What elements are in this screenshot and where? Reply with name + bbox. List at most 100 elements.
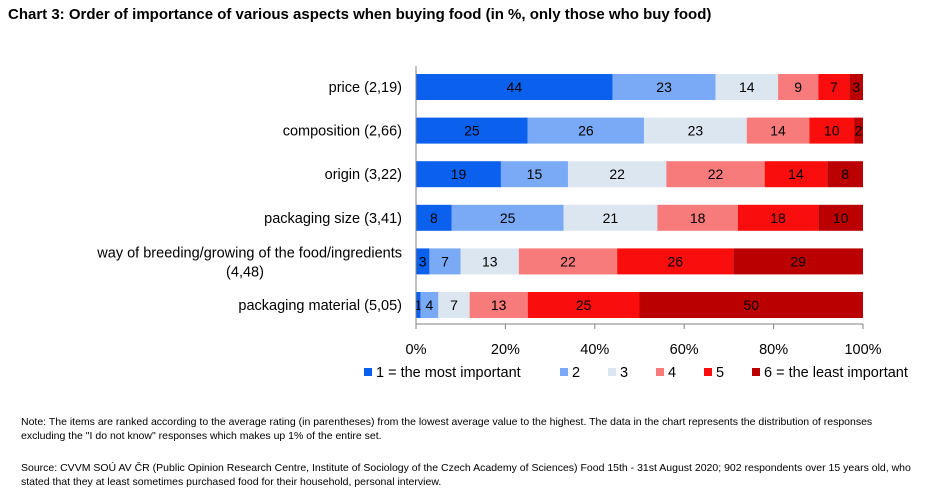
data-label: 14 bbox=[770, 123, 786, 139]
legend-swatch bbox=[656, 368, 664, 376]
data-label: 1 bbox=[414, 297, 422, 313]
bar-segment bbox=[737, 204, 819, 231]
x-tick-label: 60% bbox=[670, 342, 699, 358]
data-label: 22 bbox=[609, 166, 625, 182]
data-label: 7 bbox=[830, 79, 838, 95]
data-label: 14 bbox=[739, 79, 755, 95]
bar-segment bbox=[567, 161, 667, 188]
legend-swatch bbox=[364, 368, 372, 376]
data-label: 13 bbox=[482, 253, 498, 269]
data-label: 23 bbox=[656, 79, 672, 95]
legend-label: 3 bbox=[620, 365, 628, 381]
bar-segment bbox=[460, 248, 519, 275]
data-label: 3 bbox=[419, 253, 427, 269]
bar-segment bbox=[420, 292, 439, 318]
category-label: origin (3,22) bbox=[325, 167, 402, 183]
legend-label: 6 = the least important bbox=[764, 365, 908, 381]
data-label: 10 bbox=[833, 210, 849, 226]
data-label: 26 bbox=[578, 123, 594, 139]
data-label: 25 bbox=[464, 123, 480, 139]
bar-segment bbox=[733, 248, 863, 275]
data-label: 2 bbox=[855, 123, 863, 139]
data-label: 18 bbox=[690, 210, 706, 226]
category-label: composition (2,66) bbox=[283, 124, 402, 140]
data-label: 7 bbox=[450, 297, 458, 313]
bar-segment bbox=[416, 117, 528, 144]
bar-segment bbox=[438, 292, 470, 318]
x-tick-label: 0% bbox=[406, 342, 427, 358]
data-label: 29 bbox=[790, 253, 806, 269]
chart-title: Chart 3: Order of importance of various … bbox=[8, 6, 712, 23]
category-label: packaging material (5,05) bbox=[238, 298, 402, 314]
legend-label: 2 bbox=[572, 365, 580, 381]
data-label: 25 bbox=[576, 297, 592, 313]
data-label: 44 bbox=[507, 79, 523, 95]
bar-segment bbox=[563, 204, 658, 231]
data-label: 10 bbox=[824, 123, 840, 139]
bar-segment bbox=[527, 292, 640, 318]
category-label: price (2,19) bbox=[329, 80, 402, 96]
legend-label: 5 bbox=[716, 365, 724, 381]
legend-swatch bbox=[752, 368, 760, 376]
bar-segment bbox=[416, 161, 501, 188]
data-label: 21 bbox=[603, 210, 619, 226]
bar-segment bbox=[666, 161, 765, 188]
x-tick-label: 80% bbox=[759, 342, 788, 358]
x-tick-label: 20% bbox=[491, 342, 520, 358]
legend-label: 1 = the most important bbox=[376, 365, 521, 381]
data-label: 3 bbox=[852, 79, 860, 95]
bar-segment bbox=[617, 248, 734, 275]
bar-segment bbox=[469, 292, 528, 318]
bar-segment bbox=[518, 248, 618, 275]
chart-note: Note: The items are ranked according to … bbox=[21, 416, 873, 442]
bar-segment bbox=[818, 74, 850, 100]
bar-segment bbox=[643, 117, 747, 144]
data-label: 14 bbox=[788, 166, 804, 182]
bar-segment bbox=[657, 204, 738, 231]
data-label: 7 bbox=[441, 253, 449, 269]
data-label: 25 bbox=[500, 210, 516, 226]
data-label: 19 bbox=[451, 166, 467, 182]
data-label: 4 bbox=[426, 297, 434, 313]
legend-swatch bbox=[704, 368, 712, 376]
data-label: 8 bbox=[841, 166, 849, 182]
legend-swatch bbox=[608, 368, 616, 376]
bar-segment bbox=[429, 248, 461, 275]
bar-segment bbox=[849, 74, 863, 100]
category-label: packaging size (3,41) bbox=[264, 211, 402, 227]
data-label: 18 bbox=[770, 210, 786, 226]
bar-segment bbox=[612, 74, 716, 100]
bar-segment bbox=[809, 117, 855, 144]
bar-segment bbox=[764, 161, 828, 188]
bar-segment bbox=[818, 204, 863, 231]
data-label: 22 bbox=[560, 253, 576, 269]
data-label: 9 bbox=[794, 79, 802, 95]
bar-segment bbox=[715, 74, 779, 100]
bar-segment bbox=[854, 117, 863, 144]
bar-segment bbox=[500, 161, 568, 188]
bar-segment bbox=[746, 117, 810, 144]
bar-segment bbox=[827, 161, 863, 188]
bar-segment bbox=[451, 204, 564, 231]
bar-segment bbox=[416, 74, 613, 100]
bar-segment bbox=[416, 204, 452, 231]
data-label: 22 bbox=[708, 166, 724, 182]
data-label: 15 bbox=[527, 166, 543, 182]
bar-segment bbox=[527, 117, 644, 144]
x-tick-label: 100% bbox=[844, 342, 881, 358]
x-tick-label: 40% bbox=[580, 342, 609, 358]
bar-segment bbox=[639, 292, 863, 318]
data-label: 50 bbox=[743, 297, 759, 313]
bar-segment bbox=[416, 292, 421, 318]
data-label: 26 bbox=[667, 253, 683, 269]
legend-label: 4 bbox=[668, 365, 676, 381]
data-label: 13 bbox=[491, 297, 507, 313]
bar-segment bbox=[416, 248, 430, 275]
bar-segment bbox=[778, 74, 819, 100]
category-label: way of breeding/growing of the food/ingr… bbox=[96, 245, 402, 261]
chart-source: Source: CVVM SOÚ AV ČR (Public Opinion R… bbox=[21, 462, 911, 488]
category-label: (4,48) bbox=[226, 264, 264, 280]
data-label: 23 bbox=[688, 123, 704, 139]
legend-swatch bbox=[560, 368, 568, 376]
